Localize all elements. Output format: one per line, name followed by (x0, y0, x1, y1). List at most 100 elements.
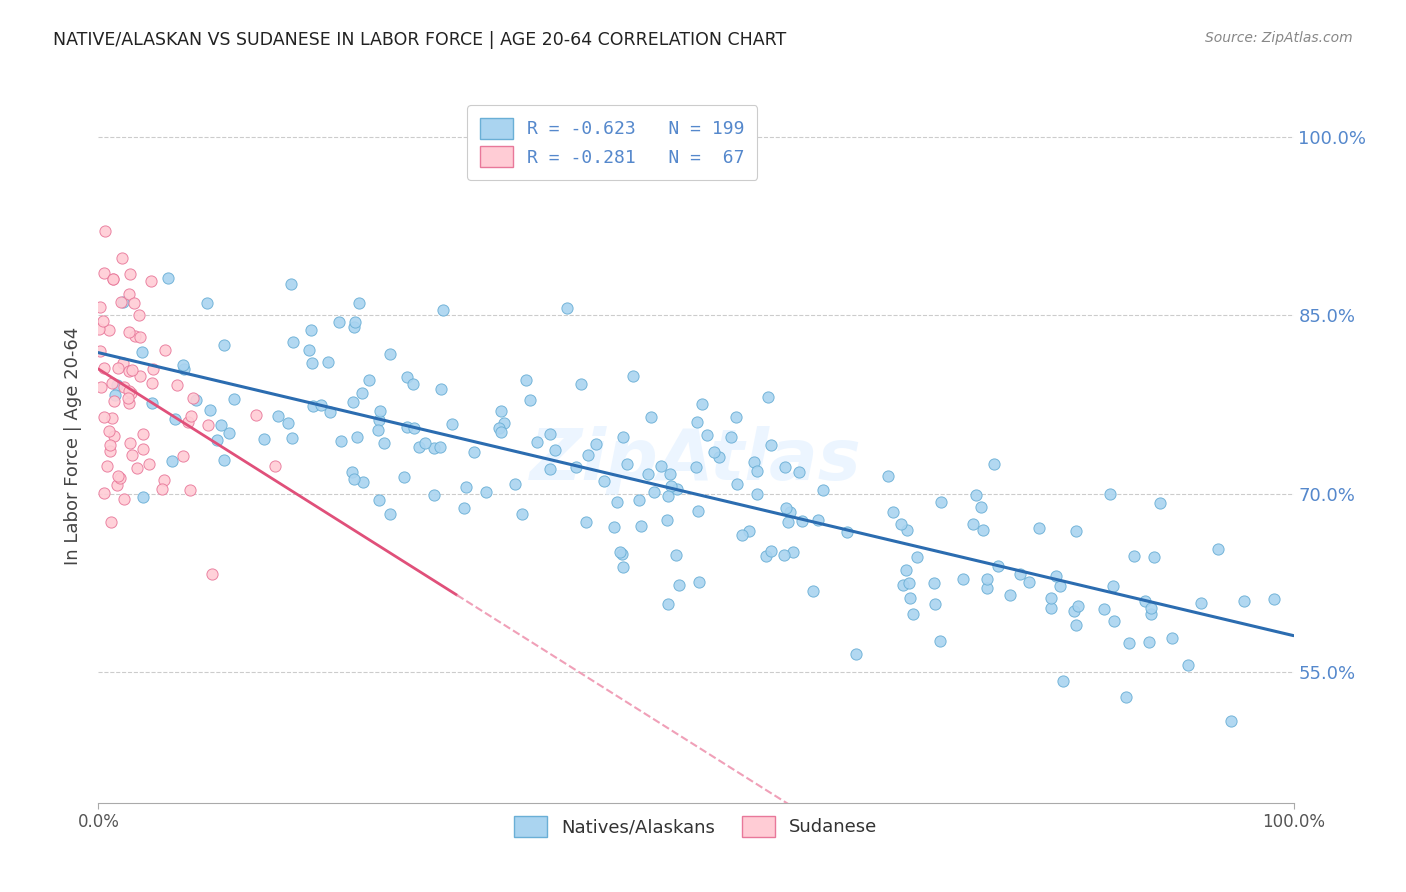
Point (1092, 602, 1115, 616)
Point (110, 294, 132, 309)
Point (413, 436, 436, 450)
Point (1140, 601, 1163, 615)
Point (124, 329, 146, 343)
Point (352, 385, 374, 400)
Point (201, 567, 224, 582)
Point (104, 387, 127, 401)
Point (1008, 567, 1031, 582)
Point (782, 545, 804, 559)
Point (110, 251, 132, 265)
Point (120, 385, 142, 400)
Point (575, 515, 598, 529)
Point (212, 453, 235, 467)
Text: NATIVE/ALASKAN VS SUDANESE IN LABOR FORCE | AGE 20-64 CORRELATION CHART: NATIVE/ALASKAN VS SUDANESE IN LABOR FORC… (53, 31, 787, 49)
Point (218, 426, 240, 441)
Point (131, 345, 153, 359)
Point (776, 515, 799, 529)
Point (807, 513, 830, 527)
Point (759, 438, 782, 452)
Point (319, 405, 342, 419)
Point (845, 648, 868, 662)
Point (659, 467, 682, 482)
Point (640, 409, 662, 424)
Point (891, 578, 914, 592)
Point (628, 493, 651, 508)
Point (100, 516, 122, 530)
Point (131, 427, 153, 442)
Point (89, 343, 111, 358)
Point (630, 519, 652, 533)
Point (637, 467, 659, 481)
Point (755, 549, 778, 564)
Point (503, 476, 526, 491)
Point (402, 421, 425, 435)
Point (790, 514, 813, 528)
Point (89, 300, 111, 314)
Point (118, 364, 141, 378)
Text: ZipAtlas: ZipAtlas (530, 425, 862, 495)
Point (1018, 574, 1040, 589)
Point (121, 448, 143, 462)
Point (747, 464, 769, 478)
Point (905, 550, 928, 565)
Point (373, 436, 395, 450)
Point (1189, 596, 1212, 610)
Point (267, 409, 290, 423)
Point (745, 487, 768, 501)
Point (876, 469, 898, 483)
Point (346, 430, 368, 444)
Point (359, 373, 381, 387)
Point (585, 437, 607, 451)
Point (898, 591, 921, 605)
Point (1115, 690, 1137, 705)
Point (121, 362, 143, 376)
Point (392, 470, 415, 484)
Point (368, 404, 391, 418)
Point (962, 517, 984, 532)
Point (153, 473, 176, 487)
Point (901, 607, 924, 621)
Point (120, 267, 142, 281)
Point (1137, 635, 1160, 649)
Point (616, 458, 638, 472)
Point (141, 395, 163, 409)
Point (759, 543, 782, 558)
Point (569, 376, 592, 391)
Point (408, 440, 430, 454)
Point (107, 468, 129, 483)
Point (105, 478, 128, 492)
Point (621, 368, 644, 383)
Point (491, 403, 513, 417)
Point (103, 429, 125, 443)
Point (724, 410, 747, 425)
Point (970, 500, 993, 515)
Point (93, 485, 115, 500)
Point (129, 329, 152, 343)
Point (456, 480, 478, 494)
Point (526, 435, 548, 450)
Point (488, 421, 510, 435)
Point (101, 376, 124, 391)
Point (186, 392, 208, 407)
Point (890, 516, 912, 531)
Point (118, 396, 141, 410)
Point (129, 369, 152, 384)
Point (309, 398, 332, 412)
Point (952, 572, 974, 586)
Point (685, 459, 707, 474)
Point (96, 459, 118, 474)
Point (281, 334, 304, 349)
Point (98, 444, 121, 458)
Point (224, 392, 246, 406)
Point (440, 417, 463, 431)
Point (703, 444, 725, 458)
Point (165, 412, 187, 426)
Point (1028, 521, 1050, 535)
Point (696, 428, 718, 442)
Point (97, 424, 120, 438)
Point (924, 597, 946, 611)
Point (280, 277, 302, 291)
Point (775, 460, 797, 475)
Point (688, 574, 710, 589)
Point (643, 485, 665, 500)
